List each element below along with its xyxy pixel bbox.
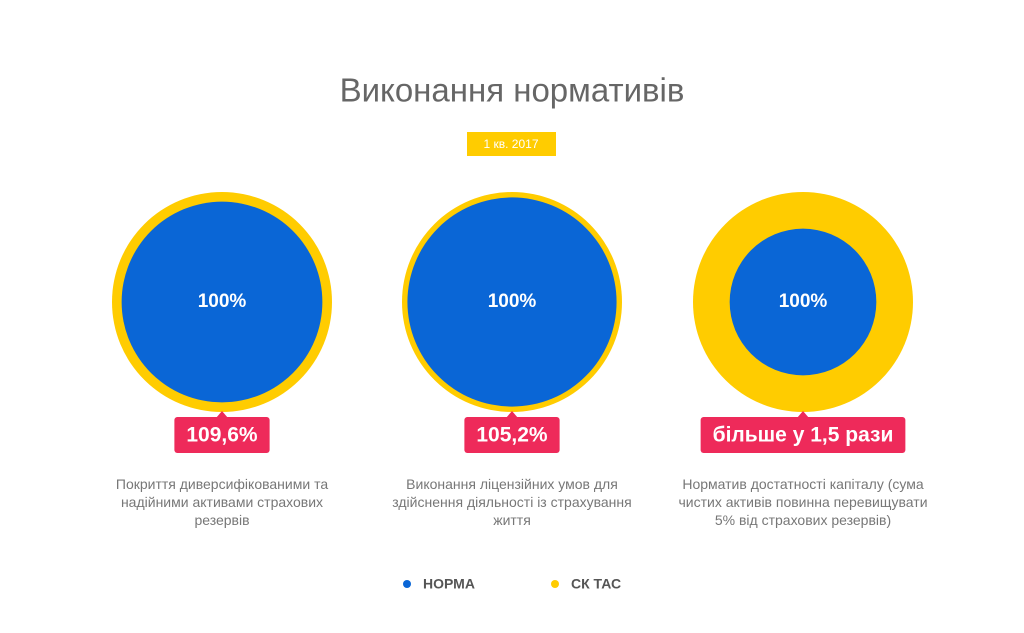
value-pointer: [797, 411, 809, 418]
legend-label: СК ТАС: [571, 576, 621, 592]
value-label: більше у 1,5 рази: [713, 424, 894, 447]
value-box: [174, 417, 270, 453]
chart-title: Виконання нормативів: [340, 72, 685, 109]
description: Виконання ліцензійних умов для здійсненн…: [392, 476, 632, 528]
value-pointer: [216, 411, 228, 418]
subtitle: 1 кв. 2017: [484, 137, 539, 151]
subtitle-box: [467, 132, 556, 156]
norm-label: 100%: [779, 291, 828, 312]
description: Покриття диверсифікованими та надійними …: [115, 476, 329, 528]
norm-label: 100%: [488, 291, 537, 312]
legend-dot: [551, 580, 559, 588]
value-box: [700, 417, 906, 453]
norm-circle: [729, 228, 877, 376]
norm-label: 100%: [198, 291, 247, 312]
value-box: [464, 417, 560, 453]
legend-label: НОРМА: [423, 576, 475, 592]
value-pointer: [506, 411, 518, 418]
norm-circle: [121, 201, 323, 403]
legend-dot: [403, 580, 411, 588]
value-label: 105,2%: [476, 424, 548, 447]
norm-circle: [407, 197, 617, 407]
description: Норматив достатності капіталу (сума чист…: [678, 476, 928, 528]
value-label: 109,6%: [186, 424, 258, 447]
